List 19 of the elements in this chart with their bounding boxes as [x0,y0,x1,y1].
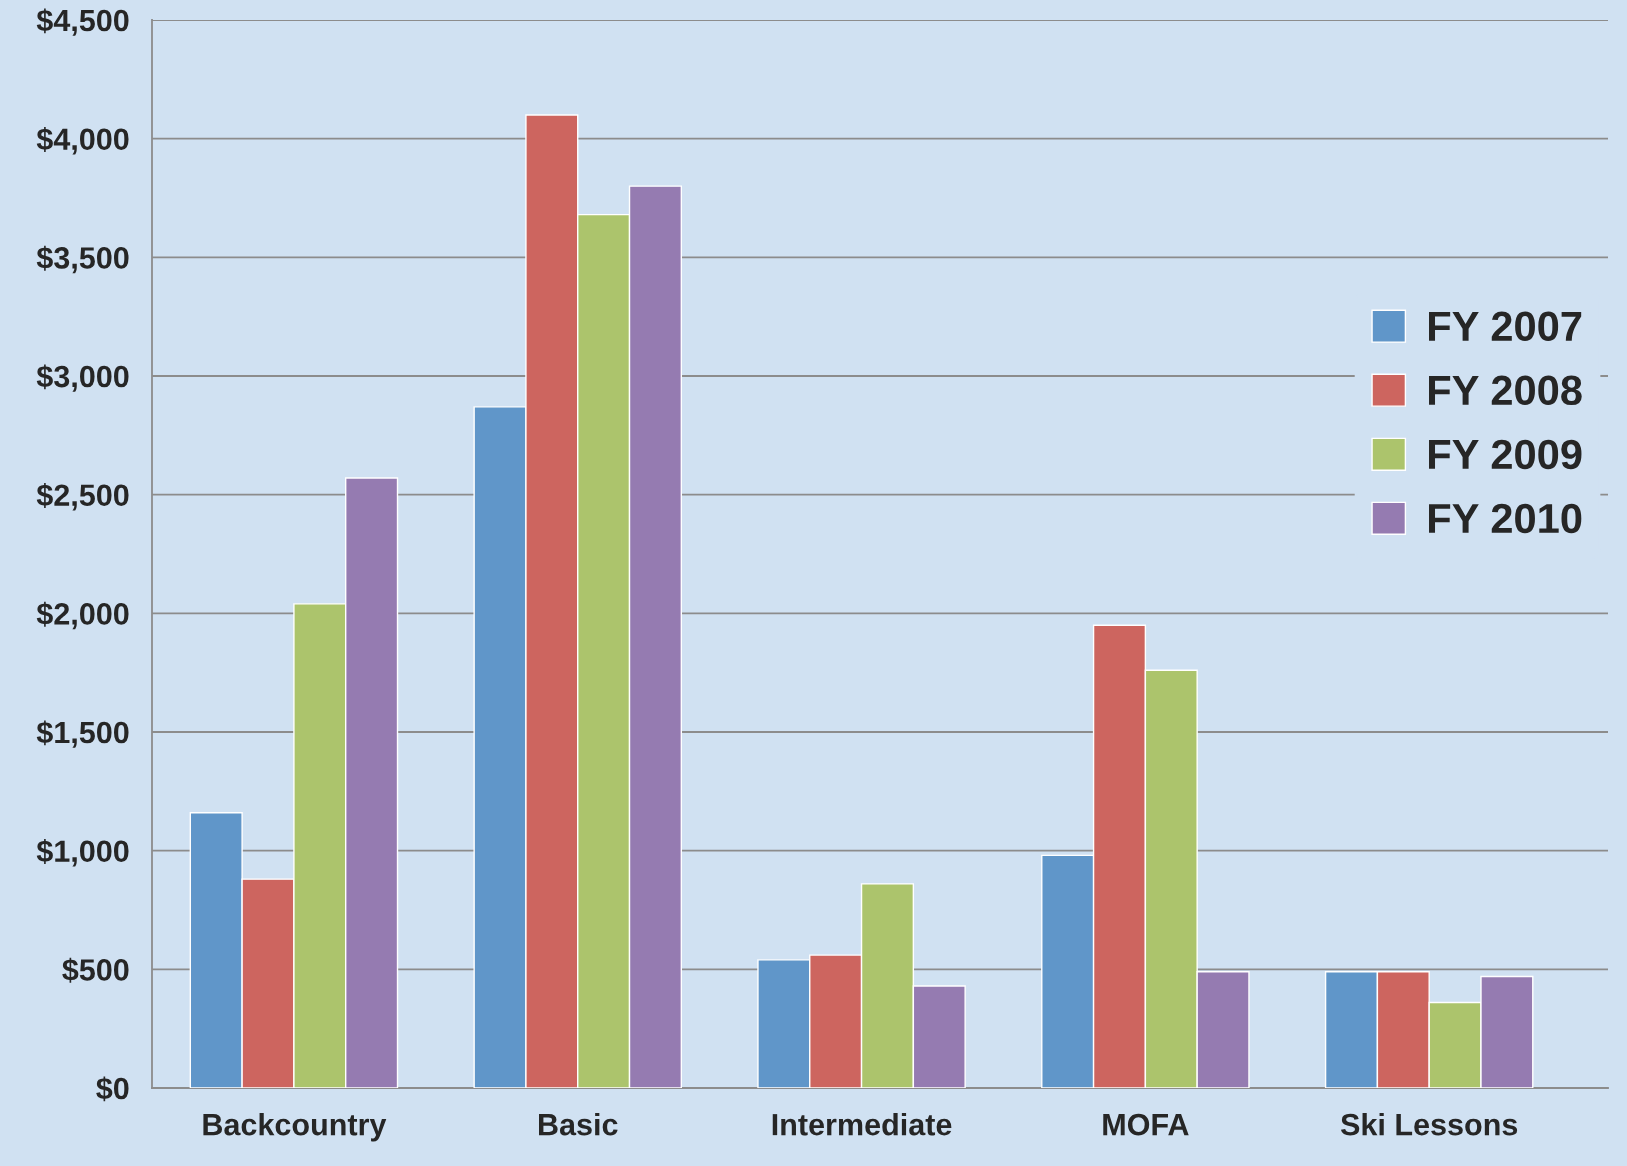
y-tick-label: $4,000 [36,127,129,155]
x-tick-label: MOFA [1103,1113,1189,1136]
y-tick-label: $4,500 [36,8,129,36]
legend-label: FY 2009 [1429,439,1582,470]
y-tick-label: $1,500 [36,720,129,748]
y-tick-label: $2,500 [36,483,129,511]
legend-label: FY 2010 [1429,503,1582,534]
x-tick-label: Ski Lessons [1340,1113,1518,1136]
legend-label: FY 2008 [1429,375,1582,406]
y-tick-label: $2,000 [36,601,129,630]
x-tick-label: Basic [539,1113,618,1136]
y-tick-label: $3,000 [36,364,129,392]
y-tick-label: $0 [96,1076,129,1102]
x-tick-label: Intermediate [772,1113,952,1136]
y-tick-label: $500 [62,957,129,983]
legend-label: FY 2007 [1429,311,1582,342]
y-tick-label: $1,000 [36,839,129,867]
y-tick-label: $3,500 [36,245,129,274]
x-tick-label: Backcountry [203,1113,387,1142]
